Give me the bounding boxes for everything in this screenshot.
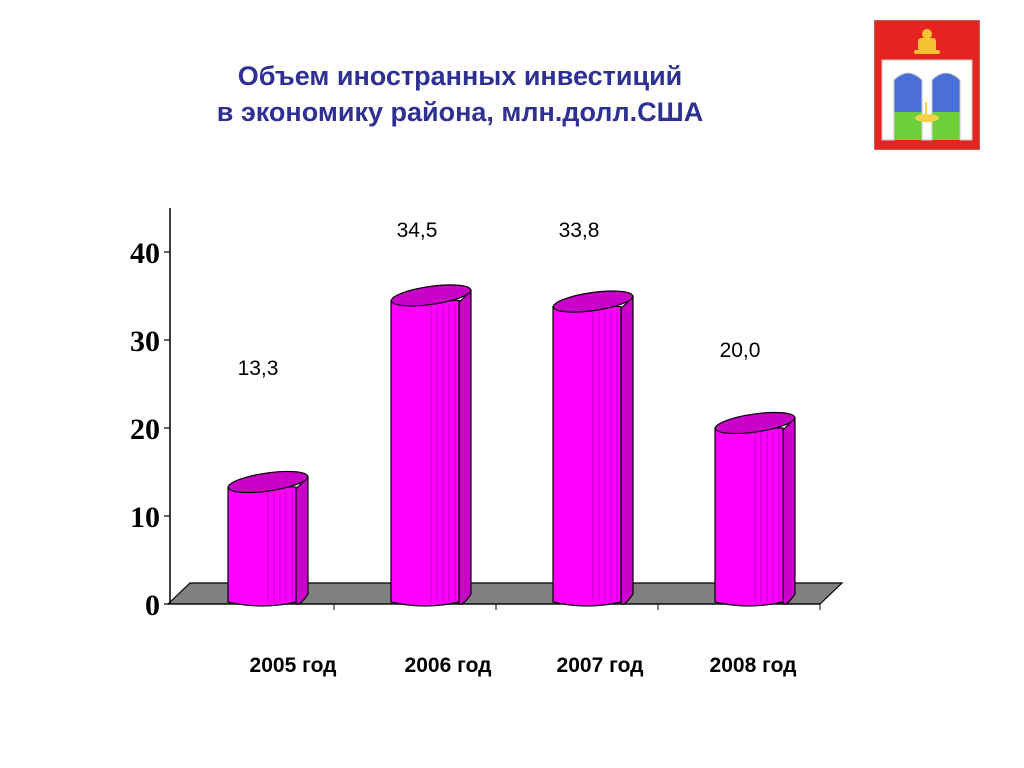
bar-side: [458, 288, 472, 605]
data-label: 34,5: [397, 219, 438, 242]
bar-top: [714, 411, 796, 435]
title-line-2: в экономику района, млн.долл.США: [216, 97, 704, 127]
x-tick-label: 2006 год: [405, 654, 492, 677]
data-label: 20,0: [720, 339, 761, 362]
bar-front: [552, 305, 622, 607]
bar-side: [620, 295, 634, 605]
data-label: 33,8: [559, 219, 600, 242]
x-tick-label: 2005 год: [250, 654, 337, 677]
y-tick-label: 20: [130, 413, 160, 446]
bar-top: [552, 290, 634, 313]
coat-of-arms-icon: [874, 20, 980, 150]
slide-title: Объем иностранных инвестиций в экономику…: [0, 58, 920, 130]
bar-front: [390, 299, 460, 607]
bar-front: [714, 427, 784, 607]
bar-side: [295, 475, 309, 605]
bar: [714, 411, 796, 607]
bar-top: [390, 284, 472, 307]
y-tick-label: 30: [130, 325, 160, 358]
bar-front: [227, 486, 297, 607]
x-tick-label: 2008 год: [710, 654, 797, 677]
bar: [390, 284, 472, 607]
bar-top: [227, 470, 309, 494]
y-tick-label: 40: [130, 237, 160, 270]
data-label: 13,3: [238, 357, 279, 380]
y-tick-label: 10: [130, 501, 160, 534]
bar: [552, 290, 634, 607]
y-tick-label: 0: [145, 589, 160, 622]
bar-side: [782, 416, 796, 605]
title-line-1: Объем иностранных инвестиций: [237, 61, 683, 91]
bar: [227, 470, 309, 607]
x-tick-label: 2007 год: [557, 654, 644, 677]
